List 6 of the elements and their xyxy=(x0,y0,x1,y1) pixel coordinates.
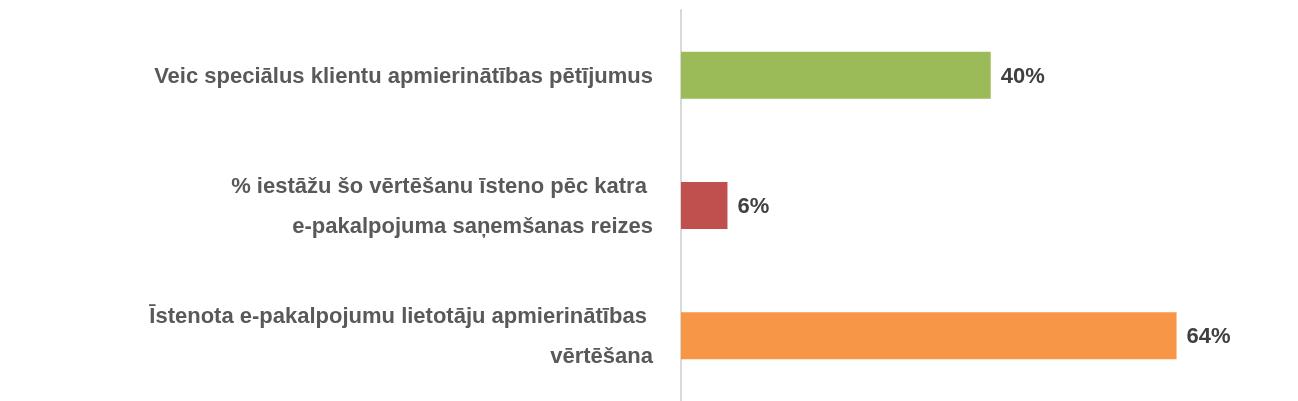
y-tick-label: Veic speciālus klientu apmierinātības pētījumus xyxy=(154,62,653,88)
y-tick-label: % iestāžu šo vērtēšanu īsteno pēc katra e-pakalpojuma saņemšanas reizes xyxy=(231,173,653,238)
y-tick-label: Īstenota e-pakalpojumu lietotāju apmierinātības vērtēšana xyxy=(148,303,654,369)
data-label: 6% xyxy=(737,193,770,218)
data-label: 40% xyxy=(1000,62,1045,88)
data-label: 64% xyxy=(1186,323,1231,349)
